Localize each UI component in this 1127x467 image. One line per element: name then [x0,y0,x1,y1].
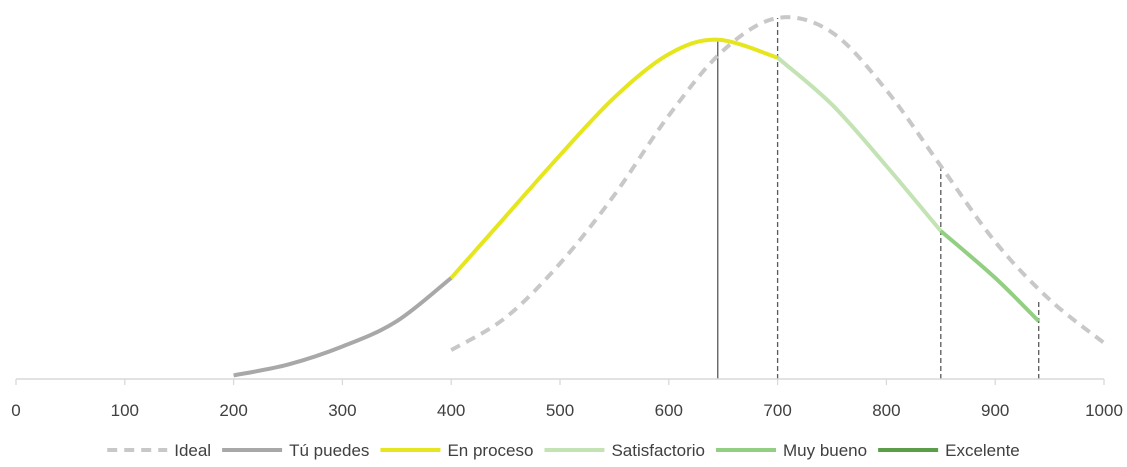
x-tick-label: 0 [11,401,20,420]
x-tick-label: 500 [546,401,574,420]
legend: Ideal Tú puedes En proceso Satisfactorio Muy… [107,441,1020,460]
x-tick-label: 600 [655,401,683,420]
legend-label-ideal: Ideal [174,441,211,460]
x-axis-ticks: 0 100 200 300 400 500 600 700 800 900 1000 [11,379,1123,420]
series-satisfactorio-line [776,56,943,233]
legend-label-en-proceso: En proceso [447,441,533,460]
series-en-proceso-line [449,37,779,280]
x-tick-label: 700 [763,401,791,420]
x-tick-label: 300 [328,401,356,420]
legend-label-excelente: Excelente [945,441,1020,460]
x-tick-label: 800 [872,401,900,420]
legend-label-muy-bueno: Muy bueno [783,441,867,460]
series-ideal-line [450,15,1106,352]
reference-lines [717,18,1040,379]
x-tick-label: 900 [981,401,1009,420]
series-t-puedes-line [233,276,453,378]
legend-label-t-puedes: Tú puedes [289,441,369,460]
x-tick-label: 400 [437,401,465,420]
x-tick-label: 100 [111,401,139,420]
series-muy-bueno-line [939,229,1041,323]
x-tick-label: 200 [219,401,247,420]
legend-label-satisfactorio: Satisfactorio [611,441,705,460]
x-tick-label: 1000 [1085,401,1123,420]
series-lines [233,15,1106,378]
